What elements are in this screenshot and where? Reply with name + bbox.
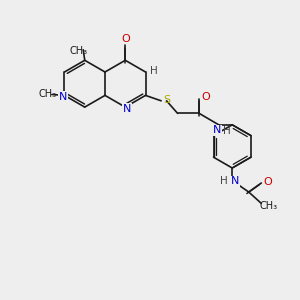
Text: N: N — [213, 125, 221, 135]
Text: H: H — [220, 176, 228, 186]
Text: N: N — [213, 125, 221, 135]
Text: O: O — [202, 92, 210, 102]
Text: CH₃: CH₃ — [260, 201, 278, 212]
Text: CH₃: CH₃ — [69, 46, 87, 56]
Text: N: N — [231, 176, 239, 186]
Text: N: N — [59, 92, 67, 102]
Text: CH₃: CH₃ — [39, 89, 57, 99]
Text: O: O — [121, 34, 130, 44]
Text: O: O — [264, 177, 272, 188]
Text: N: N — [231, 176, 239, 186]
Text: N: N — [123, 103, 131, 114]
Text: N: N — [123, 103, 131, 114]
Text: H: H — [223, 126, 231, 136]
Text: H: H — [150, 65, 158, 76]
Text: N: N — [59, 92, 67, 102]
Text: S: S — [163, 95, 170, 105]
